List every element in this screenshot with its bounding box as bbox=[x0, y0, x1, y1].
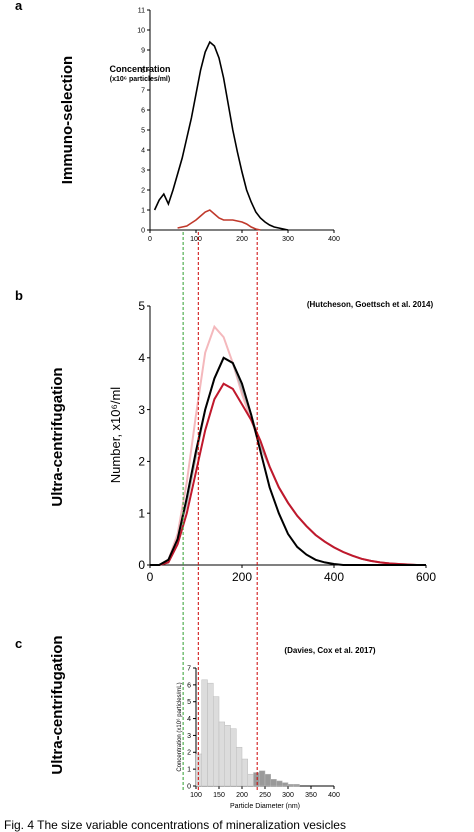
y-axis-label: Number, x10⁶/ml bbox=[108, 387, 123, 483]
x-tick-label: 0 bbox=[148, 236, 152, 243]
x-tick-label: 200 bbox=[232, 570, 252, 584]
x-axis-label: Particle Diameter (nm) bbox=[230, 803, 300, 810]
y-tick-label: 3 bbox=[138, 403, 145, 417]
bar bbox=[247, 773, 254, 787]
y-tick-label: 6 bbox=[141, 107, 145, 114]
y-axis-label: Concentration bbox=[109, 64, 170, 74]
x-tick-label: 300 bbox=[282, 236, 294, 243]
y-tick-label: 5 bbox=[141, 127, 145, 134]
y-tick-label: 0 bbox=[187, 783, 191, 790]
y-tick-label: 1 bbox=[187, 767, 191, 774]
y-tick-label: 0 bbox=[141, 227, 145, 234]
y-tick-label: 1 bbox=[138, 506, 145, 520]
bar bbox=[195, 753, 202, 787]
y-tick-label: 10 bbox=[137, 27, 145, 34]
y-tick-label: 4 bbox=[141, 147, 145, 154]
y-tick-label: 9 bbox=[141, 47, 145, 54]
caption: Fig. 4 The size variable concentrations … bbox=[4, 818, 346, 832]
bar bbox=[270, 779, 277, 787]
x-tick-label: 200 bbox=[236, 792, 248, 799]
y-tick-label: 2 bbox=[141, 187, 145, 194]
series-line bbox=[150, 356, 426, 566]
y-tick-label: 1 bbox=[141, 207, 145, 214]
bar bbox=[293, 784, 300, 787]
y-tick-label: 7 bbox=[141, 87, 145, 94]
bar bbox=[230, 728, 237, 787]
bar bbox=[253, 772, 260, 787]
side-label: Ultra-centrifugation bbox=[49, 367, 66, 506]
bar bbox=[213, 696, 220, 787]
bar bbox=[287, 784, 294, 787]
y-tick-label: 2 bbox=[187, 750, 191, 757]
annotation: (Davies, Cox et al. 2017) bbox=[284, 646, 375, 655]
bar bbox=[224, 725, 231, 787]
x-tick-label: 100 bbox=[190, 236, 202, 243]
x-tick-label: 400 bbox=[324, 570, 344, 584]
y-tick-label: 5 bbox=[187, 699, 191, 706]
series-line bbox=[153, 40, 289, 231]
y-tick-label: 4 bbox=[187, 716, 191, 723]
series-line bbox=[150, 324, 426, 566]
x-tick-label: 400 bbox=[328, 236, 340, 243]
y-axis-label: (x10⁶ particles/ml) bbox=[110, 76, 170, 83]
y-tick-label: 0 bbox=[138, 558, 145, 572]
series-line bbox=[150, 382, 426, 566]
side-label: Immuno-selection bbox=[59, 56, 76, 184]
side-label: Ultra-centrifugation bbox=[49, 635, 66, 774]
x-tick-label: 200 bbox=[236, 236, 248, 243]
x-tick-label: 150 bbox=[213, 792, 225, 799]
bar bbox=[201, 679, 208, 787]
bar bbox=[207, 682, 214, 787]
bar bbox=[241, 758, 248, 787]
panel-label: c bbox=[15, 636, 22, 651]
x-tick-label: 100 bbox=[190, 792, 202, 799]
x-tick-label: 300 bbox=[282, 792, 294, 799]
x-tick-label: 600 bbox=[416, 570, 436, 584]
x-tick-label: 0 bbox=[147, 570, 154, 584]
y-tick-label: 11 bbox=[138, 7, 145, 14]
panel-label: a bbox=[15, 0, 23, 13]
x-tick-label: 400 bbox=[328, 792, 340, 799]
x-tick-label: 250 bbox=[259, 792, 271, 799]
x-tick-label: 350 bbox=[305, 792, 317, 799]
y-tick-label: 6 bbox=[187, 682, 191, 689]
bar bbox=[282, 782, 289, 787]
bar bbox=[264, 773, 271, 787]
bar bbox=[218, 721, 225, 787]
y-tick-label: 2 bbox=[138, 455, 145, 469]
y-tick-label: 3 bbox=[187, 733, 191, 740]
y-tick-label: 7 bbox=[187, 665, 191, 672]
panel-label: b bbox=[15, 288, 23, 303]
annotation: (Hutcheson, Goettsch et al. 2014) bbox=[307, 300, 434, 309]
y-tick-label: 4 bbox=[138, 351, 145, 365]
bar bbox=[236, 746, 243, 787]
y-axis-label: Concentration (x10⁶ particles/mL) bbox=[176, 682, 183, 771]
bar bbox=[276, 780, 283, 787]
y-tick-label: 8 bbox=[141, 67, 145, 74]
y-tick-label: 3 bbox=[141, 167, 145, 174]
y-tick-label: 5 bbox=[138, 299, 145, 313]
bar bbox=[259, 770, 266, 787]
series-line bbox=[177, 209, 261, 231]
